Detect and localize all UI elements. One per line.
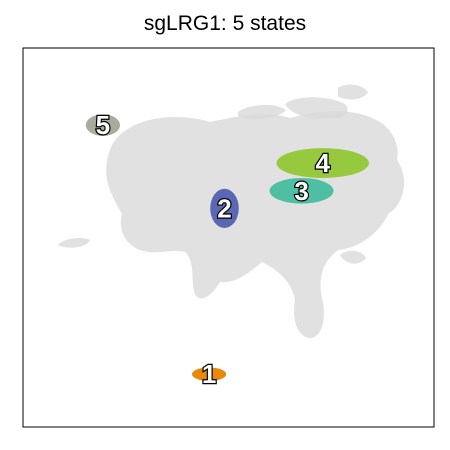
state-1-label: 1	[202, 359, 216, 389]
state-5-label: 5	[96, 110, 110, 140]
state-4-cluster	[276, 148, 369, 178]
bg-top-right-cluster	[285, 97, 348, 119]
chart-title: sgLRG1: 5 states	[143, 12, 307, 35]
state-3-cluster	[269, 177, 334, 204]
state-clusters	[85, 114, 369, 381]
state-1-cluster	[191, 367, 227, 381]
state-4-label: 4	[315, 148, 330, 178]
state-2-cluster	[210, 188, 239, 229]
state-5-cluster	[85, 114, 121, 136]
bg-upper-mid-patch	[238, 104, 286, 119]
state-3-label: 3	[294, 176, 308, 206]
bg-upper-blob	[338, 84, 368, 100]
bg-lower-right-island	[340, 250, 366, 264]
state-labels: 1 2 34 5	[94, 109, 331, 390]
bg-left-strip	[58, 237, 90, 248]
state-2-label: 2	[217, 193, 231, 223]
